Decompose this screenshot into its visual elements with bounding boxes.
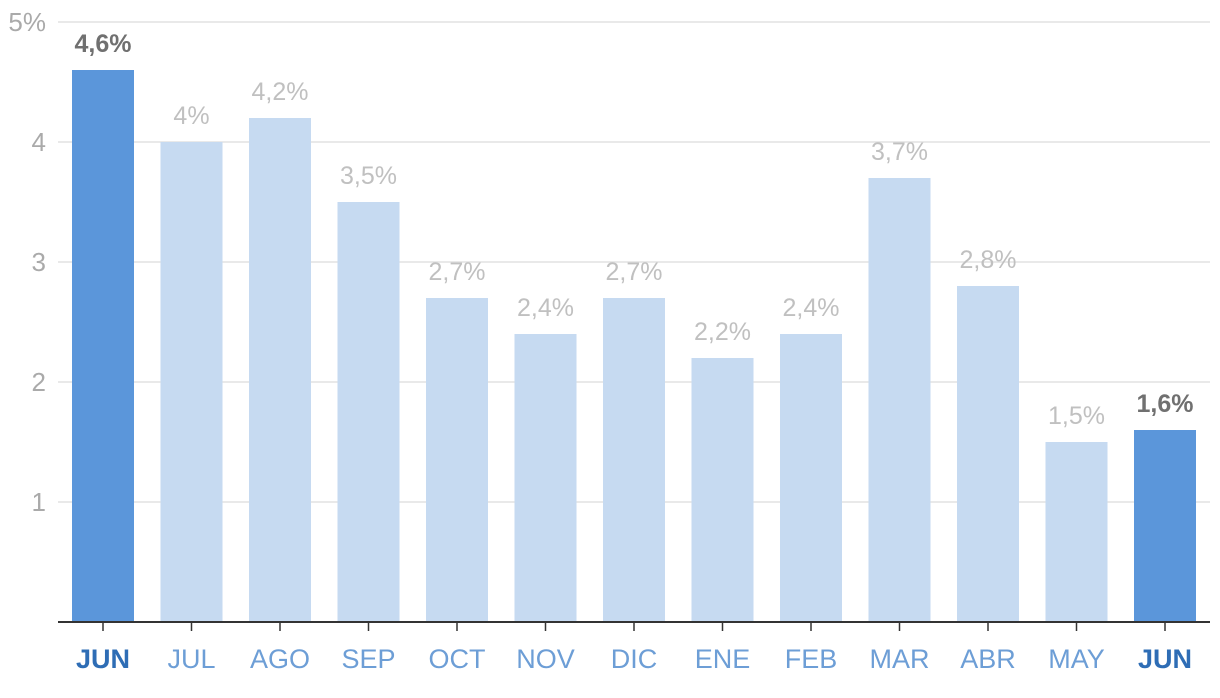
bar-jul	[160, 142, 223, 622]
category-label: ABR	[960, 644, 1016, 674]
value-label: 2,4%	[517, 294, 574, 322]
category-label: SEP	[341, 644, 395, 674]
bar-nov	[514, 334, 577, 622]
y-tick-label: 3	[32, 247, 46, 277]
bar-sep	[337, 202, 400, 622]
bar-jun	[72, 70, 134, 622]
category-label: DIC	[611, 644, 658, 674]
category-label: MAY	[1048, 644, 1105, 674]
category-label: MAR	[870, 644, 930, 674]
category-label: JUN	[1138, 644, 1192, 674]
value-label: 1,6%	[1137, 390, 1194, 418]
value-label: 4%	[173, 102, 209, 130]
bar-may	[1045, 442, 1108, 622]
bar-oct	[426, 298, 488, 622]
value-label: 3,5%	[340, 162, 397, 190]
category-label: NOV	[516, 644, 575, 674]
value-label: 2,2%	[694, 318, 751, 346]
value-label: 2,7%	[606, 258, 663, 286]
category-label: ENE	[695, 644, 751, 674]
category-label: OCT	[429, 644, 486, 674]
y-tick-label: 5%	[8, 7, 46, 37]
bar-jun	[1134, 430, 1196, 622]
bar-dic	[603, 298, 665, 622]
bar-ago	[249, 118, 311, 622]
bars	[72, 70, 1196, 622]
value-label: 4,2%	[252, 78, 309, 106]
category-label: FEB	[785, 644, 838, 674]
x-axis: JUN JUL AGO SEP OCT NOV DIC ENE FEB MAR ABR MAY JUN	[58, 621, 1210, 674]
value-label: 2,7%	[429, 258, 486, 286]
value-labels: 4,6% 4% 4,2% 3,5% 2,7% 2,4% 2,7% 2,2% 2,4% 3,7% 2,…	[75, 30, 1194, 430]
value-label: 2,4%	[783, 294, 840, 322]
bar-abr	[957, 286, 1019, 622]
category-label: JUL	[167, 644, 215, 674]
category-label: AGO	[250, 644, 310, 674]
value-label: 2,8%	[960, 246, 1017, 274]
y-tick-label: 1	[32, 487, 46, 517]
bar-mar	[868, 178, 931, 622]
value-label: 3,7%	[871, 138, 928, 166]
category-label: JUN	[76, 644, 130, 674]
bar-feb	[780, 334, 842, 622]
y-tick-label: 2	[32, 367, 46, 397]
y-tick-label: 4	[32, 127, 46, 157]
value-label: 1,5%	[1048, 402, 1105, 430]
bar-ene	[691, 358, 754, 622]
value-label: 4,6%	[75, 30, 132, 58]
